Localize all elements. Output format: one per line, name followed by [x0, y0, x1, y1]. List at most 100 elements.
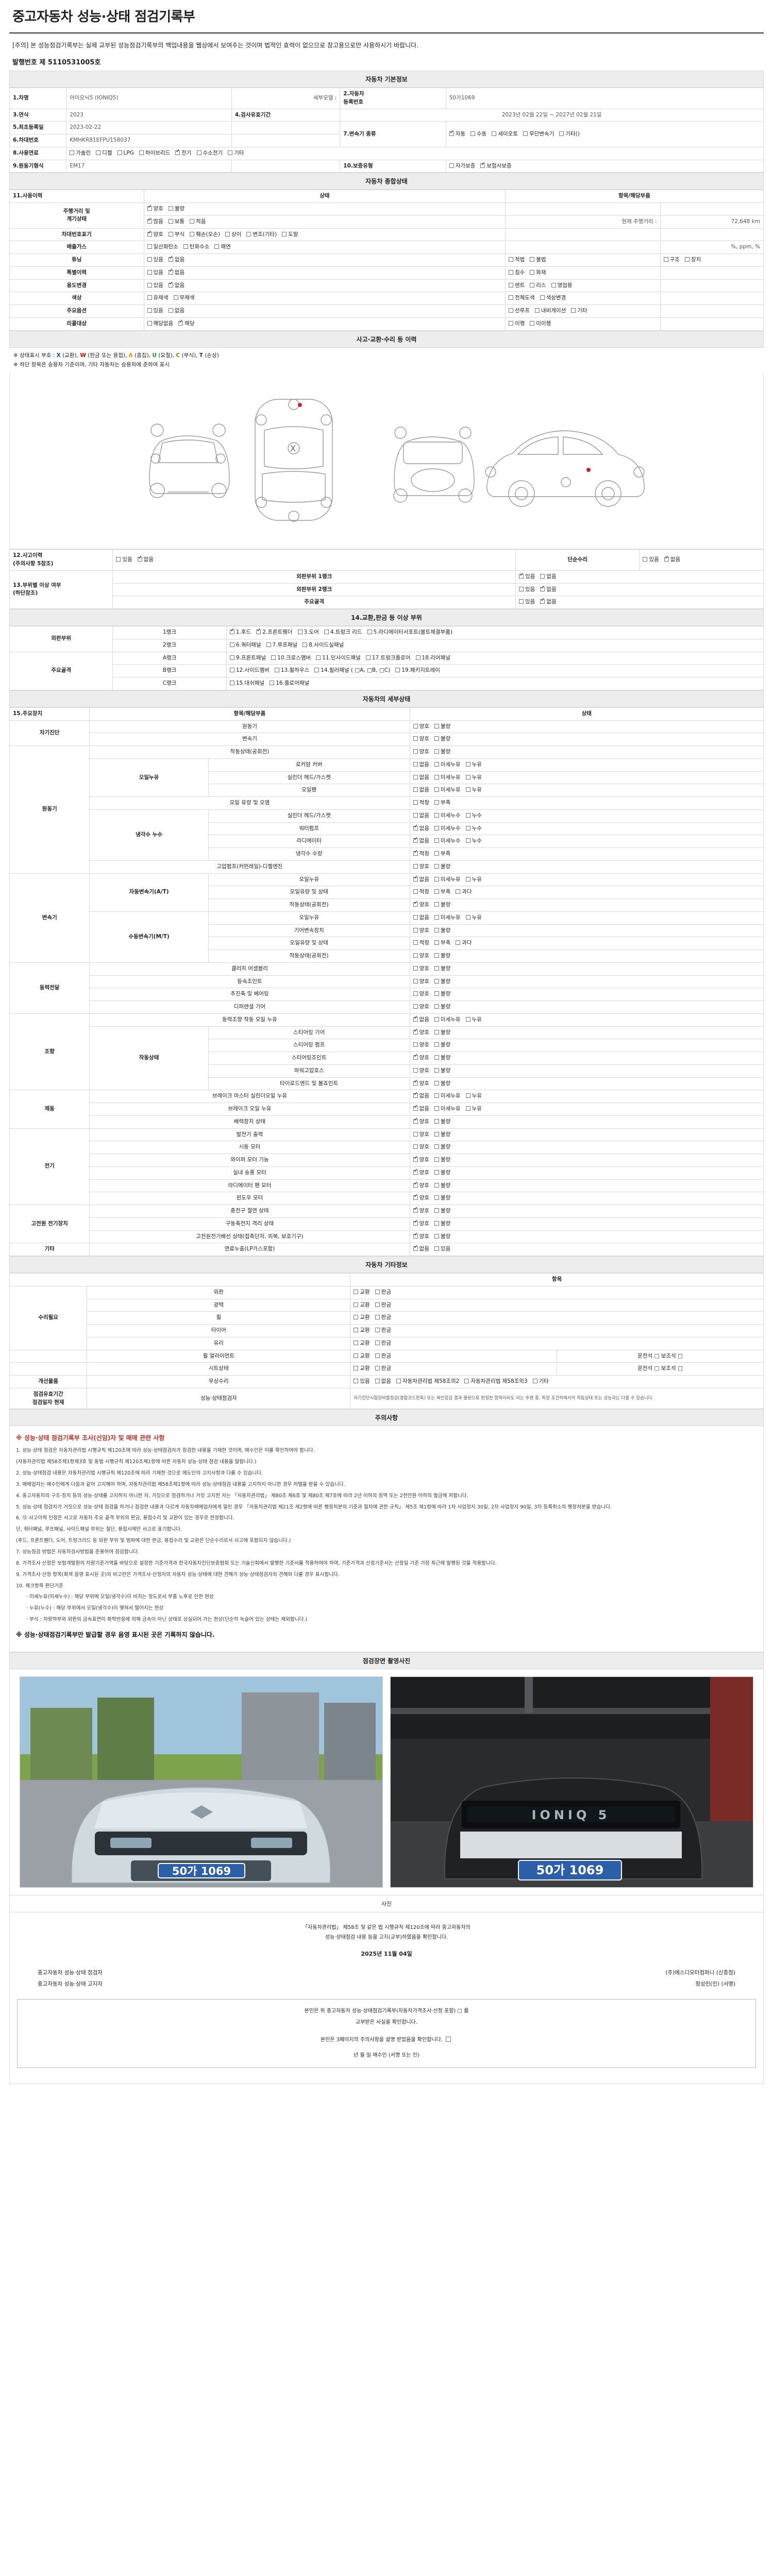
overall-right2-option[interactable]: 구조 [663, 256, 680, 264]
checkbox[interactable] [434, 1221, 439, 1226]
detail-option[interactable]: 양호 [413, 1003, 429, 1011]
checkbox[interactable] [375, 1366, 380, 1371]
overall-row-right2[interactable] [660, 279, 764, 293]
exchange-part-option[interactable]: 8.사이드실패널 [303, 641, 344, 650]
exchange-part-option[interactable]: 6.쿼터패널 [229, 641, 261, 650]
detail-option[interactable]: 없음 [413, 1245, 429, 1253]
overall-row-right2[interactable] [660, 266, 764, 280]
checkbox[interactable] [147, 282, 152, 287]
exchange-part-option[interactable]: 17.트렁크플로어 [365, 654, 411, 663]
checkbox[interactable] [434, 1080, 439, 1086]
detail-option[interactable]: 불량 [434, 1029, 450, 1037]
detail-item-options[interactable]: 양호 불량 [409, 1205, 764, 1218]
checkbox[interactable] [173, 295, 178, 300]
other-option[interactable]: 교환 [354, 1289, 370, 1297]
overall-right-option[interactable]: 화재 [530, 269, 546, 277]
checkbox[interactable] [519, 572, 524, 579]
free-repair-option[interactable]: 있음 [354, 1378, 370, 1386]
free-repair-option[interactable]: 자동차관리법 제58조의2 [396, 1378, 459, 1386]
checkbox[interactable] [643, 557, 648, 562]
checkbox[interactable] [229, 642, 234, 647]
overall-option[interactable]: 적음 [190, 218, 206, 226]
detail-option[interactable]: 양호 [413, 1181, 429, 1190]
detail-item-options[interactable]: 양호 불량 [409, 1064, 764, 1078]
checkbox[interactable] [147, 230, 152, 236]
overall-right-option[interactable]: 영업용 [551, 282, 573, 290]
detail-option[interactable]: 부족 [434, 799, 450, 807]
detail-item-options[interactable]: 양호 불량 [409, 1154, 764, 1167]
checkbox[interactable] [434, 927, 439, 933]
overall-option[interactable]: 양호 [147, 205, 163, 213]
overall-row-right2[interactable]: 구조 장치 [660, 253, 764, 267]
detail-option[interactable]: 과다 [456, 888, 472, 896]
overall-option[interactable]: 탄화수소 [183, 243, 209, 251]
detail-option[interactable]: 미세누유 [434, 786, 461, 794]
checkbox[interactable] [413, 800, 418, 805]
checkbox[interactable] [413, 824, 418, 831]
transmission-option[interactable]: 기타() [559, 130, 580, 139]
detail-option[interactable]: 양호 [413, 1041, 429, 1049]
checkbox[interactable] [551, 282, 556, 287]
detail-option[interactable]: 양호 [413, 1194, 429, 1202]
overall-option[interactable]: 없음 [168, 268, 184, 277]
checkbox[interactable] [413, 1131, 418, 1137]
accident-option[interactable]: 없음 [137, 555, 154, 564]
checkbox[interactable] [147, 257, 152, 262]
detail-option[interactable]: 없음 [413, 1105, 429, 1113]
checkbox[interactable] [375, 1315, 380, 1320]
checkbox[interactable] [465, 787, 470, 792]
checkbox[interactable] [413, 1015, 418, 1022]
checkbox[interactable] [530, 269, 535, 275]
detail-option[interactable]: 양호 [413, 1168, 429, 1177]
detail-option[interactable]: 없음 [413, 1015, 429, 1024]
checkbox[interactable] [375, 1302, 380, 1307]
checkbox[interactable] [534, 308, 540, 313]
checkbox[interactable] [214, 244, 220, 249]
exchange-part-option[interactable]: 3.도어 [297, 629, 319, 637]
checkbox[interactable] [413, 1219, 418, 1226]
checkbox[interactable] [456, 940, 461, 945]
checkbox[interactable] [540, 295, 545, 300]
detail-item-options[interactable]: 없음 미세누유 누유 [409, 758, 764, 772]
overall-option[interactable]: 해당 [178, 319, 194, 328]
checkbox[interactable] [508, 257, 513, 262]
overall-option[interactable]: 무채색 [173, 294, 194, 302]
overall-row-options[interactable]: 있음 없음 [143, 253, 506, 267]
part-rank-option[interactable]: 있음 [519, 598, 535, 606]
checkbox[interactable] [147, 217, 152, 224]
checkbox[interactable] [147, 205, 152, 211]
overall-right-option[interactable]: 리스 [530, 282, 546, 290]
checkbox[interactable] [434, 863, 439, 869]
checkbox[interactable] [465, 876, 470, 882]
detail-option[interactable]: 불량 [434, 990, 450, 998]
checkbox[interactable] [465, 1016, 470, 1022]
detail-option[interactable]: 없음 [413, 761, 429, 769]
detail-item-options[interactable]: 양호 불량 [409, 899, 764, 912]
fuel-options[interactable]: 가솔린 디젤 LPG 하이브리드 전기 수소전기 기타 [66, 146, 764, 160]
checkbox[interactable] [147, 295, 152, 300]
overall-row-right2[interactable] [660, 292, 764, 305]
detail-option[interactable]: 불량 [434, 1067, 450, 1075]
detail-option[interactable]: 없음 [413, 1092, 429, 1100]
checkbox[interactable] [434, 736, 439, 741]
checkbox[interactable] [413, 1105, 418, 1111]
detail-option[interactable]: 불량 [434, 748, 450, 756]
free-repair-option[interactable]: 없음 [375, 1378, 391, 1386]
other-option[interactable]: 판금 [375, 1327, 391, 1335]
detail-option[interactable]: 불량 [434, 1194, 450, 1202]
detail-item-options[interactable]: 양호 불량 [409, 1077, 764, 1091]
checkbox[interactable] [413, 1232, 418, 1239]
checkbox[interactable] [508, 269, 513, 275]
overall-option[interactable]: 없음 [168, 281, 184, 290]
checkbox[interactable] [480, 162, 485, 168]
checkbox[interactable] [375, 1353, 380, 1358]
overall-row-options[interactable]: 있음 없음 [143, 266, 506, 280]
overall-right2-option[interactable]: 장치 [684, 256, 701, 264]
warranty-options[interactable]: 자가보증 보험사보증 [445, 159, 764, 173]
detail-item-options[interactable]: 양호 불량 [409, 733, 764, 747]
checkbox[interactable] [229, 628, 234, 635]
detail-item-options[interactable]: 양호 불량 [409, 1217, 764, 1231]
checkbox[interactable] [434, 1118, 439, 1124]
checkbox[interactable] [434, 889, 439, 894]
detail-option[interactable]: 불량 [434, 1220, 450, 1228]
